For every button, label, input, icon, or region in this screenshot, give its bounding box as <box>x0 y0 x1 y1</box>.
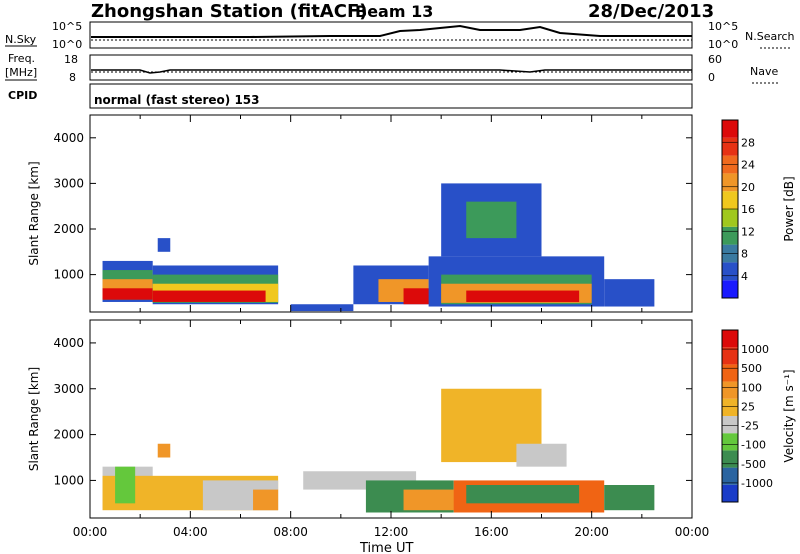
nsearch-label: N.Search <box>745 30 795 43</box>
nsky-tick-top: 10^5 <box>52 20 82 33</box>
colorbar-tick-label: 100 <box>741 381 762 394</box>
beam-label: Beam 13 <box>355 2 433 21</box>
cpid-text: normal (fast stereo) 153 <box>94 93 260 107</box>
sky-search-panel <box>89 21 693 49</box>
colorbar-swatch <box>722 467 738 485</box>
data-cell <box>253 489 279 511</box>
freq-trace <box>91 69 692 74</box>
colorbar-swatch <box>722 381 738 399</box>
colorbar-swatch <box>722 364 738 382</box>
x-tick-label: 12:00 <box>374 525 409 539</box>
freq-label: Freq. <box>8 52 35 65</box>
colorbar-swatch <box>722 262 738 281</box>
nsky-tick-bottom: 10^0 <box>52 38 82 51</box>
station-title: Zhongshan Station (fitACF) <box>91 1 367 22</box>
colorbar-tick-label: -500 <box>741 458 766 471</box>
data-cell <box>604 485 655 511</box>
x-tick-label: 20:00 <box>574 525 609 539</box>
colorbar-frame <box>721 329 739 503</box>
colorbar-tick-label: 24 <box>741 159 755 172</box>
colorbar-tick-label: 500 <box>741 362 762 375</box>
colorbar-swatch <box>722 450 738 468</box>
data-cell <box>290 304 354 312</box>
xaxis-label: Time UT <box>359 541 413 554</box>
colorbar-tick-label: 20 <box>741 181 755 194</box>
colorbar-tick-label: -1000 <box>741 477 773 490</box>
colorbar-swatch <box>722 484 738 502</box>
colorbar-tick-label: 8 <box>741 248 748 261</box>
colorbar-swatch <box>722 209 738 227</box>
nave-tick-bottom: 0 <box>708 71 715 84</box>
data-cell <box>466 290 580 302</box>
data-cell <box>403 489 467 511</box>
power-panel: 1000 2000 3000 4000 Slant Range [km] 4 8 12 16 20… <box>27 114 796 313</box>
colorbar-tick-label: 25 <box>741 400 755 413</box>
date-label: 28/Dec/2013 <box>588 1 714 22</box>
freq-tick-top: 18 <box>64 53 78 66</box>
nsky-label: N.Sky <box>5 33 37 46</box>
data-cell <box>115 466 136 504</box>
colorbar-swatch <box>722 398 738 416</box>
colorbar-tick-label: -100 <box>741 439 766 452</box>
data-cell <box>466 201 517 239</box>
colorbar-swatch <box>722 173 738 192</box>
colorbar-swatch <box>722 137 738 156</box>
colorbar-swatch <box>722 120 738 138</box>
y-tick-label: 1000 <box>53 473 84 487</box>
y-tick-label: 3000 <box>53 176 84 190</box>
y-tick-label: 1000 <box>53 268 84 282</box>
freq-tick-bottom: 8 <box>69 71 76 84</box>
data-cell <box>102 288 153 300</box>
data-cell <box>157 443 171 458</box>
freq-nave-panel <box>89 54 693 81</box>
x-tick-label: 00:00 <box>73 525 108 539</box>
y-axis-label: Slant Range [km] <box>27 161 41 265</box>
data-cell <box>157 238 171 252</box>
colorbar-tick-label: 28 <box>741 136 755 149</box>
nave-label: Nave <box>750 65 778 78</box>
y-axis-label: Slant Range [km] <box>27 367 41 471</box>
colorbar-tick-label: 12 <box>741 225 755 238</box>
colorbar-swatch <box>722 416 738 434</box>
y-tick-label: 4000 <box>53 336 84 350</box>
colorbar-swatch <box>722 433 738 451</box>
y-tick-label: 2000 <box>53 428 84 442</box>
x-tick-label: 00:00 <box>675 525 710 539</box>
data-cell <box>466 485 580 504</box>
colorbar-tick-label: 16 <box>741 203 755 216</box>
colorbar-tick-label: -25 <box>741 420 759 433</box>
colorbar-swatch <box>722 347 738 365</box>
nsky-trace <box>91 24 692 38</box>
y-tick-label: 4000 <box>53 131 84 145</box>
colorbar-tick-label: 1000 <box>741 343 769 356</box>
colorbar-label: Velocity [m s⁻¹] <box>782 369 796 462</box>
y-tick-label: 2000 <box>53 222 84 236</box>
colorbar-swatch <box>722 191 738 209</box>
colorbar-swatch <box>722 330 738 348</box>
colorbar-label: Power [dB] <box>782 176 796 241</box>
data-cell <box>516 443 567 467</box>
data-cell <box>604 279 655 307</box>
velocity-panel: 1000 2000 3000 4000 00:00 04:00 08:00 12:00 16:0… <box>27 319 796 539</box>
nsearch-tick-bottom: 10^0 <box>708 38 738 51</box>
x-tick-label: 16:00 <box>474 525 509 539</box>
y-tick-label: 3000 <box>53 382 84 396</box>
colorbar-tick-label: 4 <box>741 270 748 283</box>
nsearch-tick-top: 10^5 <box>708 20 738 33</box>
cpid-label: CPID <box>8 89 37 102</box>
nave-tick-top: 60 <box>708 53 722 66</box>
colorbar-swatch <box>722 226 738 245</box>
x-tick-label: 08:00 <box>273 525 308 539</box>
freq-unit: [MHz] <box>5 66 37 79</box>
colorbar-swatch <box>722 280 738 298</box>
x-tick-label: 04:00 <box>173 525 208 539</box>
data-cell <box>152 290 266 302</box>
